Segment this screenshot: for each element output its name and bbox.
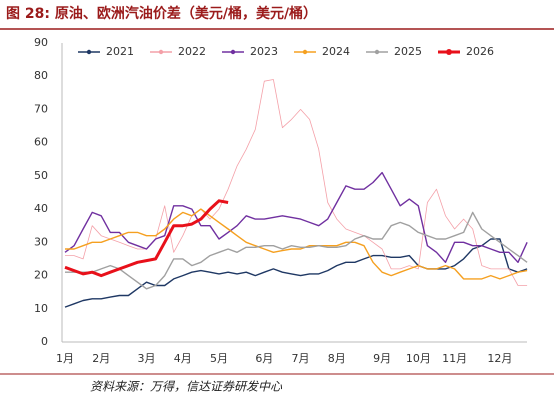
legend-marker: [302, 49, 308, 55]
series-line: [64, 171, 528, 263]
legend-label: 2023: [250, 45, 278, 58]
x-tick-label: 2月: [92, 352, 110, 365]
legend-label: 2025: [394, 45, 422, 58]
y-tick-label: 60: [34, 136, 48, 149]
series-line: [65, 79, 528, 286]
x-tick-label: 12月: [487, 352, 512, 365]
x-tick-label: 4月: [174, 352, 192, 365]
x-tick-label: 11月: [442, 352, 467, 365]
y-tick-label: 40: [34, 202, 48, 215]
y-tick-label: 0: [41, 335, 48, 348]
y-tick-label: 90: [34, 36, 48, 49]
series-line: [65, 208, 528, 280]
source-note: 资料来源：万得，信达证券研发中心: [90, 380, 283, 394]
legend-label: 2026: [466, 45, 494, 58]
x-tick-label: 9月: [373, 352, 391, 365]
y-tick-label: 80: [34, 69, 48, 82]
x-tick-label: 10月: [406, 352, 431, 365]
series-line: [64, 199, 229, 278]
y-tick-label: 10: [34, 302, 48, 315]
x-tick-label: 5月: [210, 352, 228, 365]
x-tick-label: 7月: [292, 352, 310, 365]
legend-marker: [374, 49, 380, 55]
y-tick-label: 20: [34, 269, 48, 282]
x-tick-label: 3月: [138, 352, 156, 365]
x-tick-label: 1月: [56, 352, 74, 365]
chart-title: 图 28: 原油、欧洲汽油价差（美元/桶，美元/桶）: [6, 5, 317, 22]
y-tick-label: 50: [34, 169, 48, 182]
y-tick-label: 70: [34, 102, 48, 115]
legend-marker: [158, 49, 164, 55]
legend-label: 2022: [178, 45, 206, 58]
legend-label: 2021: [106, 45, 134, 58]
x-tick-label: 6月: [255, 352, 273, 365]
legend-marker: [86, 49, 92, 55]
series-line: [65, 211, 528, 290]
legend-marker: [446, 49, 452, 55]
legend-marker: [230, 49, 236, 55]
y-tick-label: 30: [34, 235, 48, 248]
legend-label: 2024: [322, 45, 350, 58]
x-tick-label: 8月: [328, 352, 346, 365]
